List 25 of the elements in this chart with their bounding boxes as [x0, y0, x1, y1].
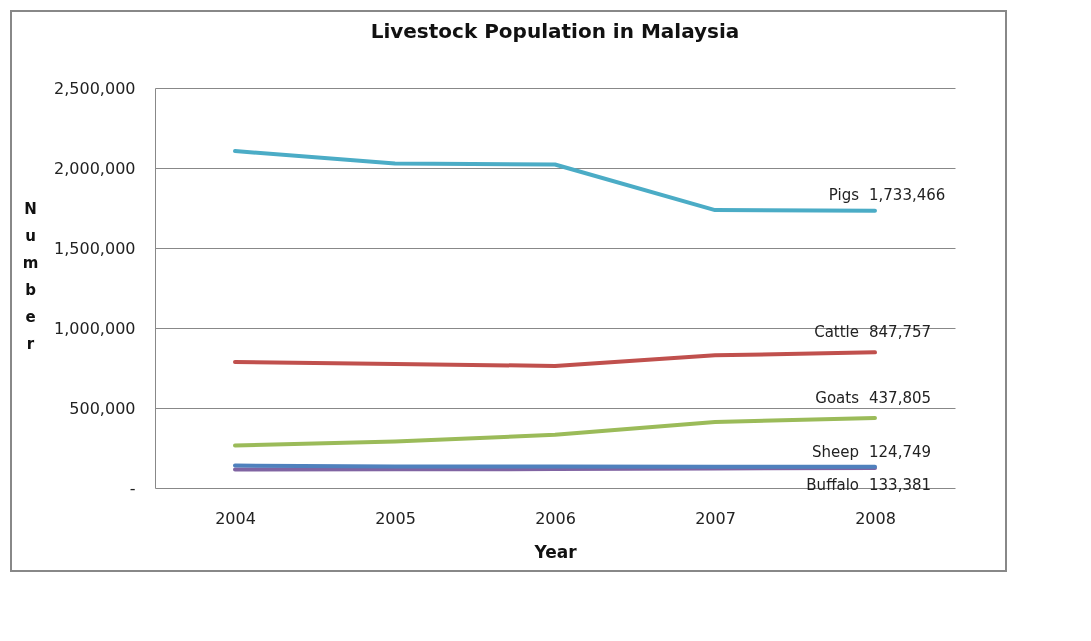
data-label: 437,805: [869, 388, 932, 407]
y-tick-label: 2,500,000: [54, 78, 136, 98]
line-series: [233, 350, 877, 368]
x-tick-label: 2006: [535, 508, 576, 528]
y-tick-label: -: [129, 478, 136, 498]
data-label: 847,757: [869, 323, 932, 342]
y-tick-label: 500,000: [69, 398, 136, 418]
series-label: Buffalo: [806, 475, 859, 494]
x-tick-label: 2007: [695, 508, 736, 528]
data-label: 124,749: [869, 443, 932, 462]
series-label: Cattle: [814, 323, 859, 342]
series-label: Goats: [815, 388, 860, 407]
data-label: 1,733,466: [869, 185, 946, 204]
y-tick-label: 1,000,000: [54, 318, 136, 338]
x-axis-title: Year: [533, 541, 578, 562]
series-label: Sheep: [811, 443, 859, 462]
x-tick-label: 2004: [215, 508, 256, 528]
x-tick-label: 2008: [855, 508, 896, 528]
data-label: 133,381: [869, 475, 932, 494]
y-tick-label: 2,000,000: [54, 158, 136, 178]
x-tick-label: 2005: [375, 508, 416, 528]
y-tick-label: 1,500,000: [54, 238, 136, 258]
chart-title: Livestock Population in Malaysia: [370, 19, 740, 43]
y-axis-title: Number: [22, 199, 39, 353]
series-label: Pigs: [828, 185, 860, 204]
